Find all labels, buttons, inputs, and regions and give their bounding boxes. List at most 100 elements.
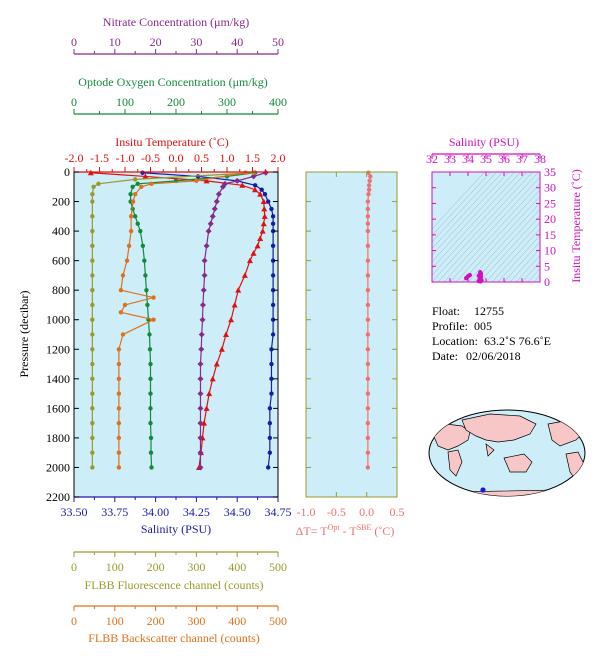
temperature-point — [239, 182, 246, 188]
salinity-point — [269, 391, 274, 396]
nitrate-point — [197, 420, 204, 427]
tick-label: 0.5 — [390, 505, 405, 519]
location-label: Location: — [432, 334, 478, 348]
tick-label: 400 — [228, 560, 246, 574]
salinity-point — [269, 361, 274, 367]
tick-label: 200 — [52, 195, 70, 209]
tick-label: 10 — [544, 244, 556, 258]
temperature-point — [257, 191, 264, 197]
nitrate-point — [198, 346, 205, 353]
tick-label: 1400 — [46, 372, 70, 386]
oxygen-point — [148, 406, 153, 411]
nitrate-point — [209, 213, 216, 220]
backscatter-point — [116, 376, 122, 382]
tick-label: 20 — [544, 212, 556, 226]
density-contour — [503, 241, 540, 282]
fluorescence-point — [90, 361, 95, 367]
land-africa-south — [447, 449, 463, 477]
nitrate-point — [197, 390, 204, 397]
tick-label: 300 — [187, 614, 205, 628]
fluorescence-point — [90, 317, 95, 322]
backscatter-point — [116, 435, 122, 441]
float-label: Float: — [432, 304, 460, 318]
backscatter-point — [116, 391, 122, 396]
nitrate-point — [197, 449, 204, 456]
tick-label: 20 — [150, 35, 162, 49]
tick-label: 34.50 — [224, 505, 251, 519]
tick-label: 100 — [116, 95, 134, 109]
ts-temperature-axis-title: Insitu Temperature (˚C) — [569, 169, 583, 283]
delta-t-point — [365, 332, 371, 337]
tick-label: 35 — [544, 165, 556, 179]
tick-label: 0 — [71, 35, 77, 49]
delta-t-point — [365, 420, 371, 426]
backscatter-point — [116, 361, 122, 367]
density-contour — [443, 176, 540, 282]
delta-t-point — [367, 178, 372, 184]
oxygen-point — [148, 435, 154, 441]
tick-label: 300 — [187, 560, 205, 574]
profile-label: Profile: — [432, 319, 468, 333]
tick-label: 34.25 — [183, 505, 210, 519]
pressure-axis-title: Pressure (decibar) — [17, 291, 31, 378]
location-value: 63.2˚S 76.6˚E — [484, 334, 551, 348]
fluorescence-point — [90, 376, 95, 382]
tick-label: 32 — [426, 152, 438, 166]
salinity-point — [269, 376, 274, 382]
density-contour — [467, 202, 540, 282]
temperature-point — [241, 272, 248, 278]
land-australia — [503, 453, 533, 473]
salinity-point — [267, 420, 273, 426]
temperature-point — [203, 177, 210, 184]
oxygen-point — [142, 258, 147, 263]
delta-t-point — [365, 465, 371, 470]
tick-label: 0 — [544, 275, 550, 289]
nitrate-point — [234, 177, 241, 184]
delta-t-point — [365, 435, 371, 441]
fluorescence-axis-title: FLBB Fluorescence channel (counts) — [85, 578, 264, 592]
backscatter-series — [116, 170, 248, 470]
nitrate-point — [200, 287, 207, 294]
oxygen-point — [138, 228, 143, 234]
delta-t-point — [365, 391, 371, 396]
ts-plot-background — [432, 172, 540, 282]
nitrate-point — [219, 183, 226, 190]
tick-label: 1600 — [46, 401, 70, 415]
tick-label: 33.75 — [101, 505, 128, 519]
tick-label: 500 — [269, 614, 287, 628]
delta-t-point — [368, 174, 373, 179]
density-contour — [432, 172, 486, 230]
density-contour — [432, 172, 534, 282]
fluorescence-point — [90, 391, 95, 396]
fluorescence-point — [90, 228, 95, 234]
backscatter-point — [151, 295, 156, 300]
delta-t-point — [365, 317, 371, 322]
oxygen-point — [147, 347, 153, 352]
tick-label: 200 — [147, 614, 165, 628]
oxygen-point — [133, 214, 138, 219]
ts-point — [467, 272, 472, 278]
salinity-point — [252, 183, 258, 188]
fluorescence-point — [90, 199, 95, 204]
nitrate-point — [262, 169, 269, 176]
delta-t-title-prefix: ΔT= T — [296, 524, 329, 538]
tick-label: 800 — [52, 283, 70, 297]
temperature-point — [260, 220, 267, 227]
delta-t-point — [365, 302, 371, 308]
delta-t-point — [365, 406, 371, 411]
salinity-point — [266, 465, 271, 470]
fluorescence-point — [90, 287, 95, 293]
tick-label: 36 — [498, 152, 510, 166]
nitrate-point — [207, 220, 214, 227]
nitrate-axis-title: Nitrate Concentration (μm/kg) — [103, 15, 249, 29]
temperature-point — [252, 186, 259, 193]
tick-label: 400 — [228, 614, 246, 628]
tick-label: 2200 — [46, 490, 70, 504]
density-contour — [521, 261, 540, 282]
tick-label: 0.5 — [194, 151, 209, 165]
float-info: Float: 12755 Profile: 005 Location: 63.2… — [432, 304, 551, 363]
salinity-axis-title: Salinity (PSU) — [141, 522, 211, 536]
oxygen-point — [143, 273, 148, 278]
